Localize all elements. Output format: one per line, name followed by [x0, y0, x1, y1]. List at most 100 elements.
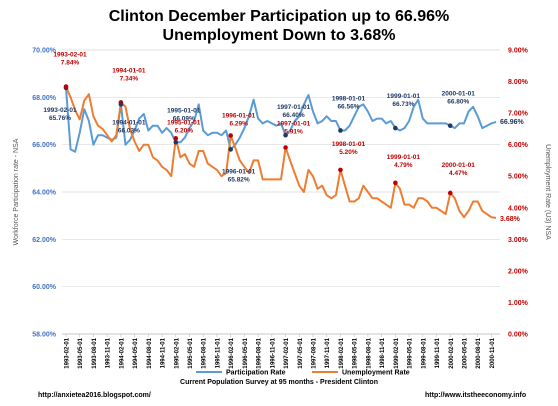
- right-axis-title: Unemployment Rate (U3) NSA: [544, 144, 551, 240]
- x-tick-label: 1995-05-01: [188, 337, 194, 368]
- unemployment-end-label: 3.68%: [500, 216, 521, 223]
- x-tick-label: 1996-08-01: [257, 337, 263, 368]
- annotation-label: 6.20%: [175, 127, 194, 134]
- x-tick-label: 2000-05-01: [462, 337, 468, 368]
- x-tick-label: 1996-05-01: [243, 337, 249, 368]
- annotation-marker: [228, 147, 233, 152]
- annotation-label: 4.47%: [449, 170, 468, 177]
- x-tick-label: 1997-11-01: [325, 337, 331, 368]
- left-tick-label: 66.00%: [32, 142, 57, 149]
- footer-left-url: http://anxietea2016.blogspot.com/: [38, 392, 151, 399]
- left-tick-label: 64.00%: [32, 190, 57, 197]
- annotation-label: 2000-01-01: [442, 162, 476, 169]
- annotation-label: 7.84%: [61, 60, 80, 67]
- right-tick-label: 4.00%: [508, 205, 529, 212]
- right-tick-label: 8.00%: [508, 79, 529, 86]
- right-tick-label: 2.00%: [508, 268, 529, 275]
- annotation-marker: [283, 132, 288, 138]
- annotation-label: 4.79%: [394, 162, 413, 169]
- x-tick-label: 2000-08-01: [476, 337, 482, 368]
- x-tick-label: 1995-08-01: [202, 337, 208, 368]
- x-tick-label: 1997-02-01: [284, 337, 290, 368]
- annotation-label: 66.73%: [392, 101, 414, 108]
- participation-end-label: 66.96%: [500, 119, 525, 126]
- annotation-label: 1993-02-01: [53, 52, 87, 59]
- x-tick-label: 1996-11-01: [270, 337, 276, 368]
- x-tick-label: 1994-05-01: [133, 337, 139, 368]
- annotation-label: 1998-01-01: [332, 95, 366, 102]
- footer-right-url: http://www.itstheeconomy.info: [425, 392, 527, 399]
- x-tick-label: 1994-02-01: [119, 337, 125, 368]
- annotation-label: 65.76%: [49, 115, 71, 122]
- left-tick-label: 62.00%: [32, 237, 57, 244]
- chart-title-line2: Unemployment Down to 3.68%: [162, 27, 396, 44]
- x-tick-label: 1999-02-01: [394, 337, 400, 368]
- annotation-label: 66.09%: [173, 115, 195, 122]
- annotation-marker: [393, 125, 398, 131]
- annotation-marker: [173, 140, 179, 145]
- legend-label-unemployment: Unemployment Rate: [342, 370, 410, 377]
- unemployment-rate-line: [65, 86, 497, 219]
- annotation-marker: [338, 167, 343, 173]
- annotation-label: 1994-01-01: [112, 67, 146, 74]
- annotation-marker: [283, 145, 288, 150]
- x-tick-label: 1995-02-01: [174, 337, 180, 368]
- annotation-marker: [228, 133, 233, 138]
- annotation-label: 1995-01-01: [167, 119, 201, 126]
- x-tick-label: 1998-11-01: [380, 337, 386, 368]
- annotation-label: 1993-02-01: [43, 107, 77, 114]
- left-axis-title: Workforce Participation rate - NSA: [13, 138, 20, 245]
- annotation-label: 2000-01-01: [442, 91, 476, 98]
- annotation-label: 6.29%: [229, 121, 248, 128]
- annotation-label: 1997-01-01: [277, 121, 311, 128]
- x-tick-label: 1998-05-01: [353, 337, 359, 368]
- annotation-label: 1997-01-01: [277, 104, 311, 111]
- annotation-marker: [338, 128, 343, 133]
- annotation-marker: [118, 102, 124, 107]
- right-tick-label: 5.00%: [508, 174, 529, 181]
- x-tick-label: 1999-05-01: [408, 337, 414, 368]
- annotation-label: 7.34%: [120, 75, 139, 82]
- annotation-label: 1996-01-01: [222, 168, 256, 175]
- x-tick-label: 1993-08-01: [92, 337, 98, 368]
- annotation-label: 1999-01-01: [387, 93, 421, 100]
- x-tick-label: 1993-02-01: [65, 337, 71, 368]
- x-tick-label: 1999-08-01: [421, 337, 427, 368]
- annotation-marker: [393, 180, 398, 186]
- x-tick-label: 1994-11-01: [161, 337, 167, 368]
- x-tick-label: 1997-08-01: [312, 337, 318, 368]
- annotation-label: 66.40%: [283, 112, 305, 119]
- participation-rate-line: [65, 87, 497, 153]
- right-tick-label: 7.00%: [508, 111, 529, 118]
- annotation-label: 1994-01-01: [112, 119, 146, 126]
- annotation-label: 1995-01-01: [167, 107, 201, 114]
- x-tick-label: 1998-02-01: [339, 337, 345, 368]
- right-tick-label: 0.00%: [508, 332, 529, 339]
- x-tick-label: 2000-02-01: [449, 337, 455, 368]
- annotation-label: 5.20%: [339, 149, 358, 156]
- left-tick-label: 58.00%: [32, 332, 57, 339]
- right-tick-label: 6.00%: [508, 142, 529, 149]
- x-tick-label: 1997-05-01: [298, 337, 304, 368]
- annotation-label: 66.03%: [118, 127, 140, 134]
- annotation-marker: [63, 84, 69, 89]
- annotation-label: 65.82%: [228, 176, 250, 183]
- x-tick-label: 1993-05-01: [78, 337, 84, 368]
- left-tick-label: 60.00%: [32, 284, 57, 291]
- x-axis-title: Current Population Survey at 95 months -…: [180, 379, 378, 386]
- x-tick-label: 1994-08-01: [147, 337, 153, 368]
- left-tick-label: 70.00%: [32, 48, 57, 55]
- annotation-marker: [447, 123, 453, 129]
- annotation-label: 1996-01-01: [222, 113, 256, 120]
- x-tick-label: 1993-11-01: [106, 337, 112, 368]
- x-tick-label: 2000-11-01: [490, 337, 496, 368]
- annotation-label: 66.80%: [447, 99, 469, 106]
- annotation-marker: [447, 190, 453, 196]
- x-tick-label: 1995-11-01: [215, 337, 221, 368]
- annotation-label: 5.91%: [284, 129, 303, 136]
- x-tick-label: 1999-11-01: [435, 337, 441, 368]
- x-tick-label: 1996-02-01: [229, 337, 235, 368]
- x-tick-label: 1998-08-01: [366, 337, 372, 368]
- annotation-marker: [173, 136, 179, 141]
